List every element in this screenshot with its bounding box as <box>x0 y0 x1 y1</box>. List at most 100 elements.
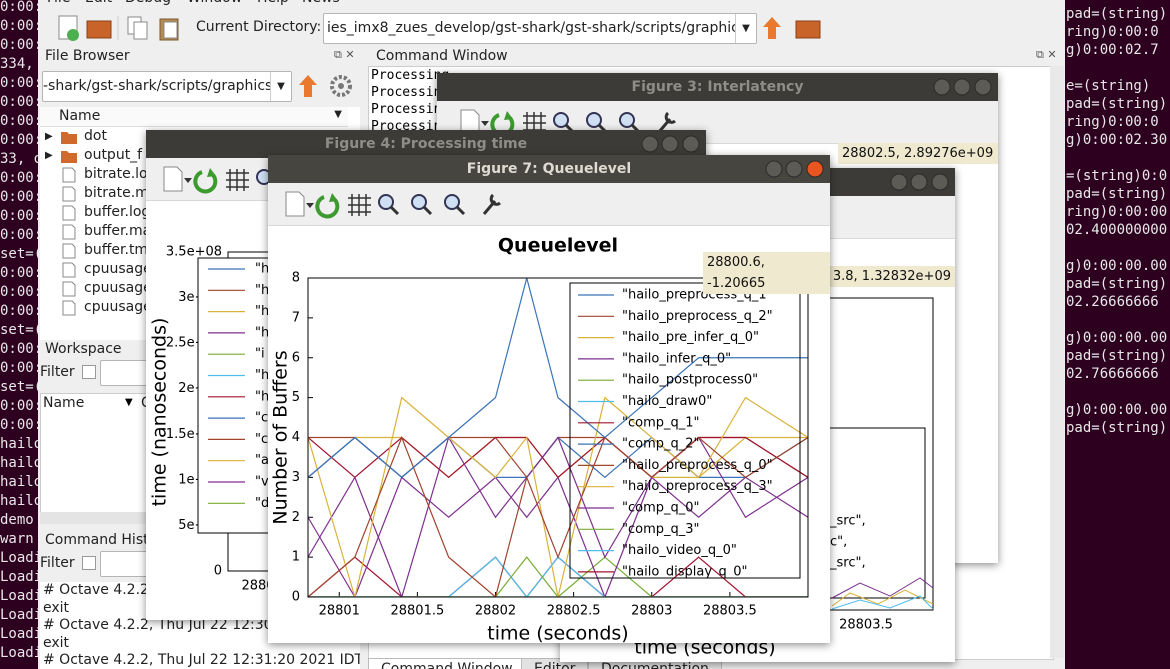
filter-checkbox[interactable] <box>82 556 96 570</box>
scrollbar[interactable] <box>1050 66 1064 658</box>
expand-arrow[interactable]: ▶ <box>45 150 53 161</box>
menu-item[interactable]: Window <box>187 0 242 6</box>
window-button[interactable] <box>910 173 928 191</box>
dropdown-arrow[interactable]: ▼ <box>735 14 756 43</box>
window-button[interactable] <box>682 135 700 153</box>
window-button[interactable] <box>974 78 992 96</box>
history-line[interactable]: # Octave 4.2.2, Thu Jul 22 12:31:20 2021… <box>43 652 360 668</box>
icon-shape[interactable] <box>586 112 602 128</box>
window-buttons[interactable] <box>889 168 953 196</box>
icon-shape[interactable] <box>184 178 192 183</box>
tab[interactable]: Command Window <box>368 658 526 669</box>
history-line[interactable]: # Octave 4.2.2, <box>43 582 154 598</box>
current-directory-combobox[interactable]: ies_imx8_zues_develop/gst-shark/gst-shar… <box>323 13 757 44</box>
window-button[interactable] <box>931 173 949 191</box>
folder-row[interactable]: ▶ output_f <box>40 146 360 165</box>
file-row[interactable]: bitrate.lo <box>40 165 360 184</box>
terminal-line: g)0:00:00.00 <box>1066 330 1168 346</box>
icon-shape[interactable] <box>378 194 394 210</box>
terminal-line: 0:00: <box>0 18 38 34</box>
directory-buttons[interactable] <box>760 13 830 43</box>
window-button[interactable] <box>765 160 783 178</box>
file-name: cpuusage <box>84 280 152 296</box>
terminal-block: g)0:00:00.00 pad=(string) 02.76666666 <box>1066 329 1170 383</box>
window-button[interactable] <box>933 78 951 96</box>
column-header[interactable]: Name <box>59 108 101 124</box>
icon-shape[interactable] <box>523 112 546 134</box>
icon-shape[interactable] <box>504 111 513 120</box>
legend-label: "hailo_video_q_0" <box>622 543 737 558</box>
icon-shape[interactable] <box>193 170 218 194</box>
window-buttons[interactable] <box>640 130 704 158</box>
file-row[interactable]: bitrate.m <box>40 184 360 203</box>
panel-controls[interactable]: ⧉ ✕ <box>334 48 355 61</box>
column-header[interactable]: Name <box>43 395 85 411</box>
icon-shape[interactable] <box>207 168 216 177</box>
filter-checkbox[interactable] <box>82 365 96 379</box>
file-row[interactable]: cpuusage <box>40 279 360 298</box>
figure-window[interactable]: Figure 7: Queuelevel Queuelevel time (sec… <box>268 155 830 643</box>
file-icon <box>62 243 76 259</box>
icon-shape[interactable] <box>306 203 314 208</box>
menu-item[interactable]: Edit <box>85 0 112 6</box>
pointer-coordinates: 28802.5, 2.89276e+09 <box>838 143 998 164</box>
icon-shape[interactable] <box>389 205 400 216</box>
legend-label: "h <box>255 368 269 383</box>
sort-arrow[interactable]: ▼ <box>334 109 342 120</box>
icon-shape[interactable] <box>411 194 427 210</box>
column-header[interactable]: C <box>141 395 151 411</box>
icon-shape[interactable] <box>163 166 183 192</box>
window-button[interactable] <box>953 78 971 96</box>
window-button[interactable] <box>890 173 908 191</box>
toolbar-icons[interactable] <box>280 183 520 225</box>
window-buttons[interactable] <box>932 73 996 101</box>
icon-shape[interactable] <box>329 193 338 202</box>
y-tick-label: 4 <box>292 430 300 445</box>
history-line[interactable]: exit <box>43 599 70 616</box>
window-button[interactable] <box>806 160 824 178</box>
folder-row[interactable]: ▶ dot <box>40 127 360 146</box>
history-line[interactable]: exit <box>43 634 70 651</box>
icon-shape[interactable] <box>348 194 371 216</box>
icon-shape[interactable] <box>455 205 466 216</box>
window-button[interactable] <box>661 135 679 153</box>
file-row[interactable]: buffer.ma <box>40 222 360 241</box>
history-line[interactable]: # Octave 4.2.2, Thu Jul 22 12:30:3 <box>43 617 287 633</box>
terminal-line: 0:00: <box>0 94 38 110</box>
scrollbar[interactable] <box>40 512 160 524</box>
tab[interactable]: Editor <box>521 658 589 669</box>
file-browser-buttons[interactable] <box>296 71 360 101</box>
sort-arrow[interactable]: ▼ <box>125 397 133 408</box>
file-row[interactable]: buffer.tm <box>40 241 360 260</box>
icon-shape[interactable] <box>315 195 340 219</box>
menu-item[interactable]: File <box>47 0 70 6</box>
file-row[interactable]: cpuusage <box>40 298 360 317</box>
legend-label: "h <box>255 262 269 277</box>
window-button[interactable] <box>641 135 659 153</box>
icon-shape[interactable] <box>482 193 501 215</box>
icon-shape[interactable] <box>422 205 433 216</box>
menu-item[interactable]: Debug <box>125 0 171 6</box>
dropdown-arrow[interactable]: ▼ <box>270 72 291 101</box>
panel-controls[interactable]: ⧉ ✕ <box>1036 48 1057 61</box>
legend-label: "comp_q_1" <box>622 415 700 430</box>
icon-shape[interactable] <box>285 191 305 217</box>
window-button[interactable] <box>785 160 803 178</box>
file-row[interactable]: cpuusage <box>40 260 360 279</box>
menu-item[interactable]: Help <box>257 0 289 6</box>
expand-arrow[interactable]: ▶ <box>45 131 53 142</box>
icon-shape[interactable] <box>657 111 676 133</box>
icon-shape[interactable] <box>553 112 569 128</box>
icon-shape[interactable] <box>619 112 635 128</box>
terminal-line: 0:00: <box>0 208 38 224</box>
icon-shape[interactable] <box>444 194 460 210</box>
icon-shape[interactable] <box>481 121 489 126</box>
terminal-line: 02.26666666 <box>1066 294 1159 310</box>
file-row[interactable]: buffer.log <box>40 203 360 222</box>
menu-bar: File Edit Debug Window Help News <box>38 0 1065 8</box>
main-toolbar-icons[interactable] <box>55 13 185 43</box>
window-buttons[interactable] <box>764 155 828 183</box>
menu-item[interactable]: News <box>302 0 340 6</box>
file-browser-path[interactable]: -shark/gst-shark/scripts/graphics ▼ <box>42 71 292 102</box>
icon-shape[interactable] <box>226 169 249 191</box>
